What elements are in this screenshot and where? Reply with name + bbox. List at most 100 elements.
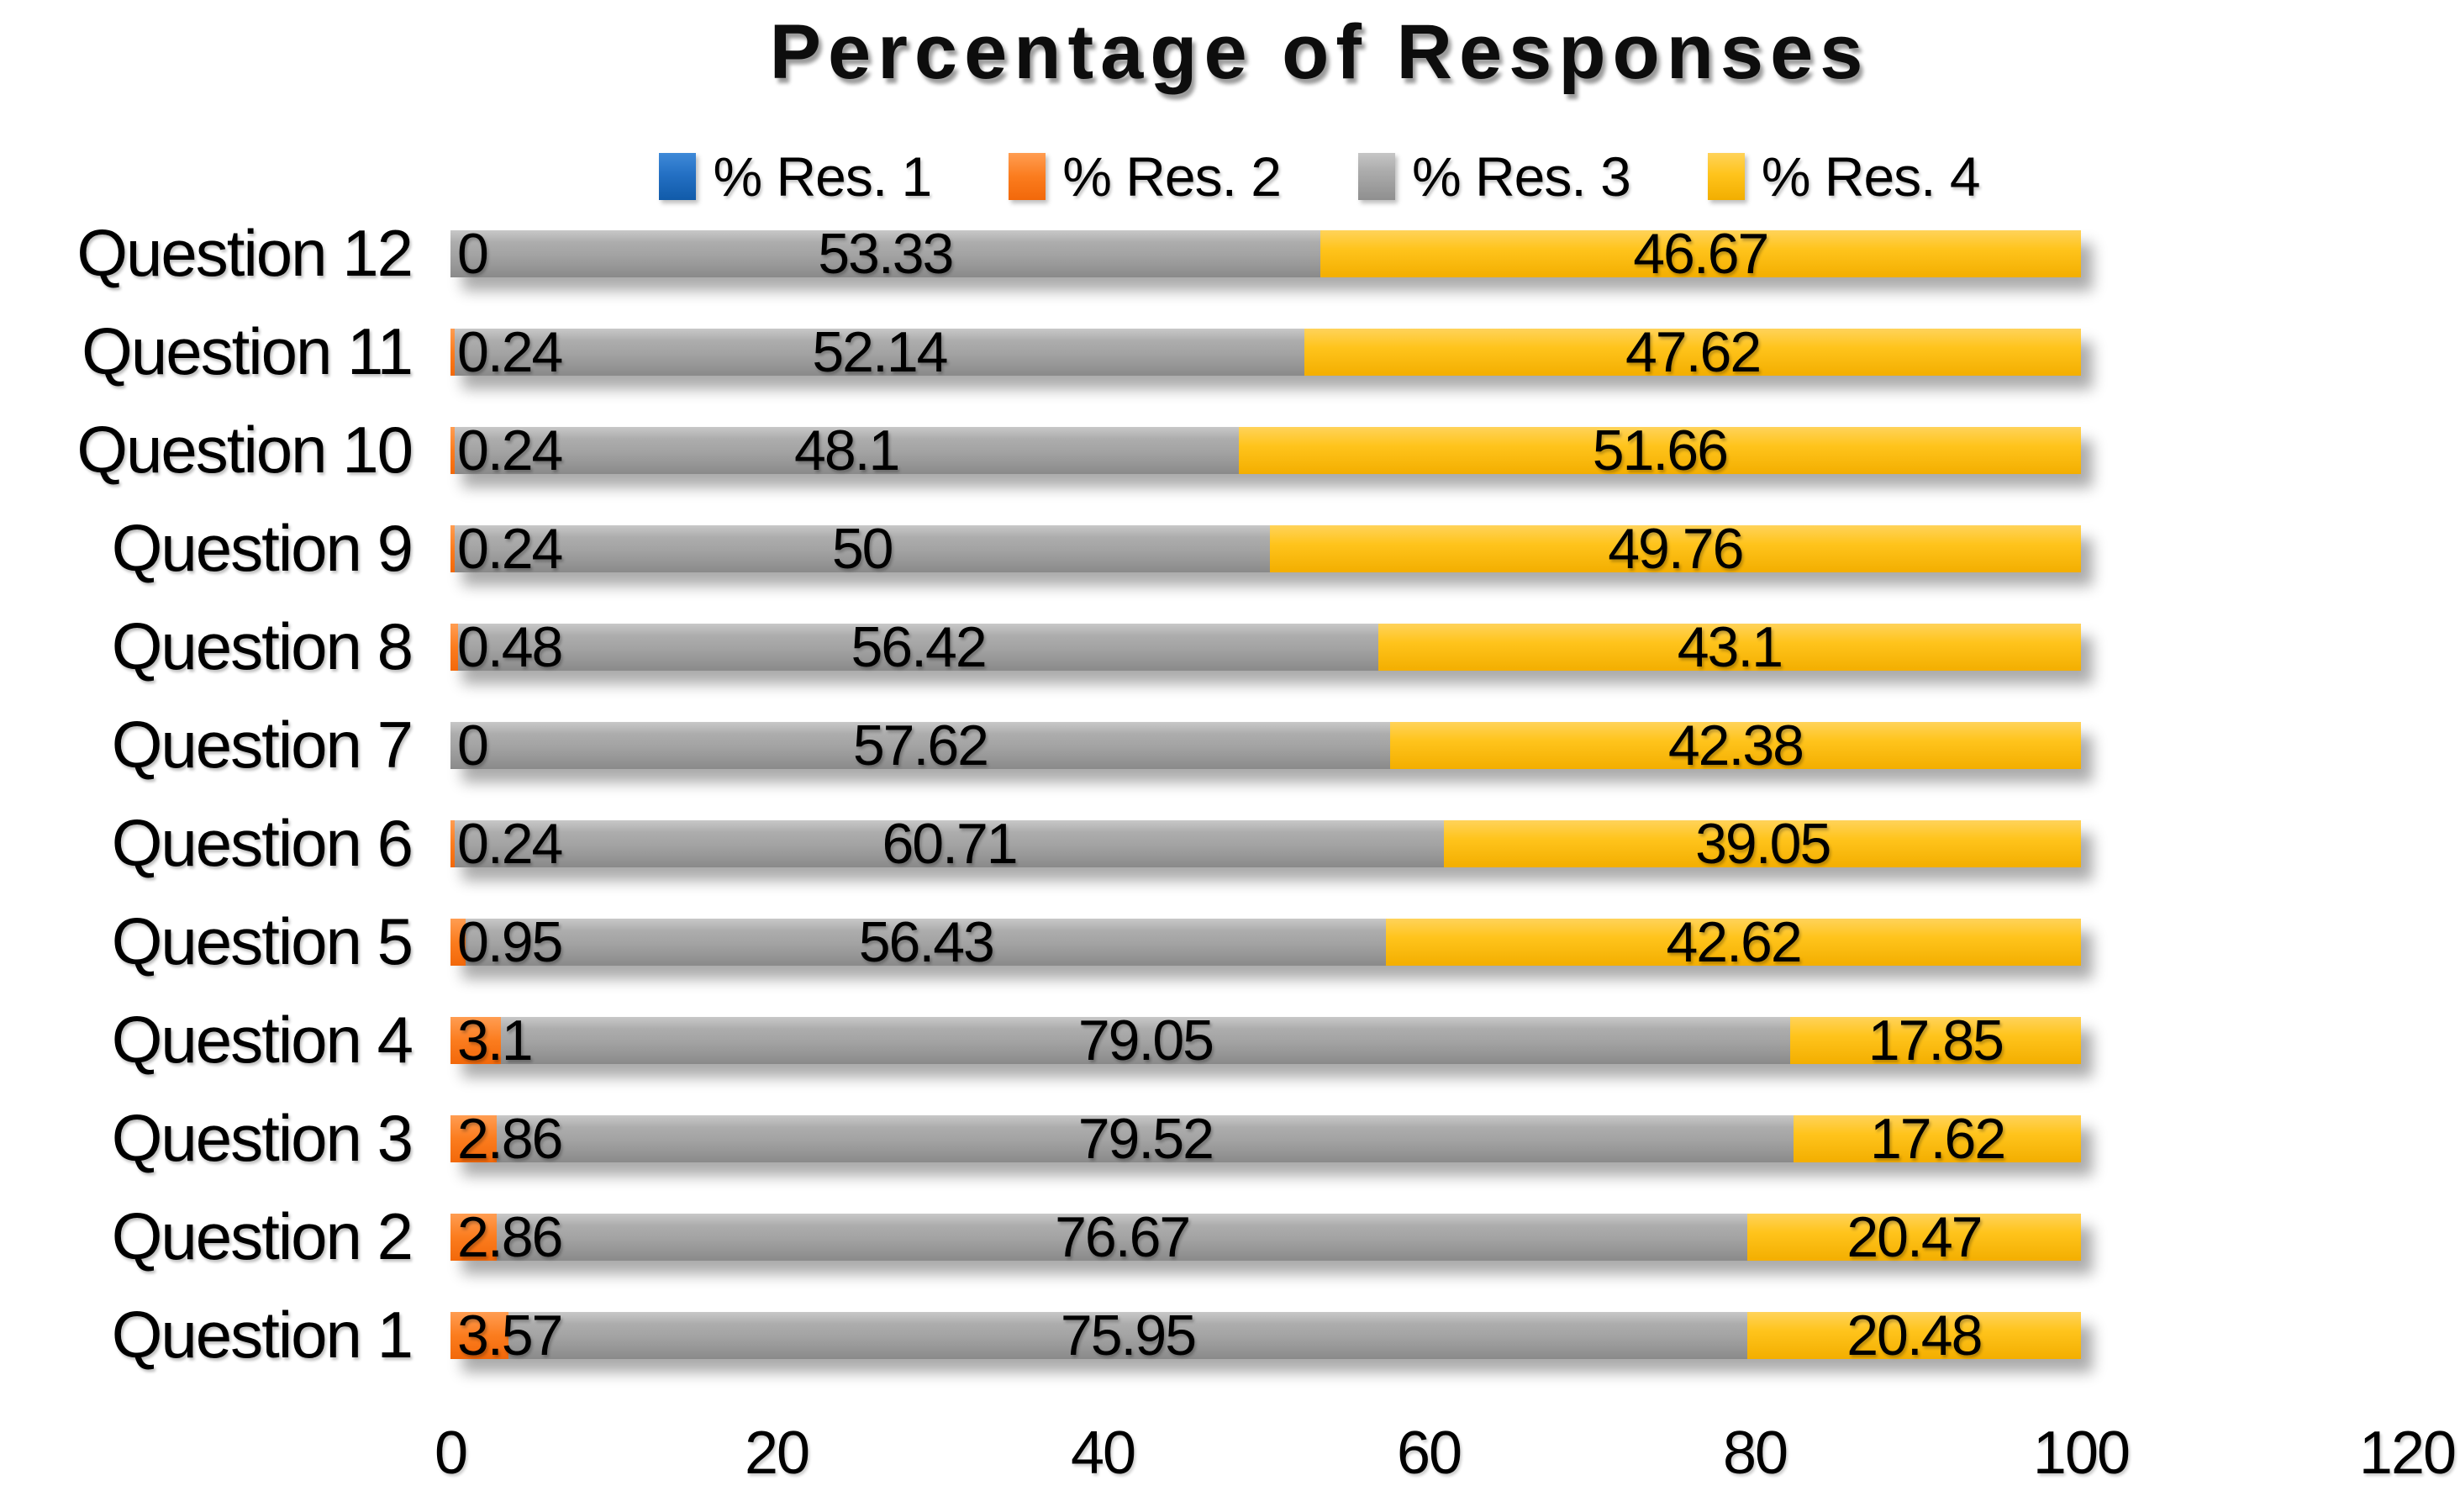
bar-segment-res3: 75.95 [508, 1307, 1747, 1364]
bar-segment-res4: 39.05 [1444, 815, 2081, 872]
stacked-bar: 56.42 43.1 0.48 [450, 619, 2081, 676]
bar-segment-res2 [450, 623, 459, 671]
plot-area: Question 12 53.33 46.67 0 Question 11 52.14 47… [0, 204, 2460, 1384]
legend-swatch-res4-icon [1707, 153, 1745, 200]
bar-segment-res3: 48.1 [454, 422, 1239, 479]
category-label: Question 11 [82, 314, 414, 388]
bar-segment-res3: 53.33 [450, 225, 1320, 282]
bar-segment-res3: 57.62 [450, 717, 1390, 774]
data-label-res3: 76.67 [1055, 1204, 1191, 1269]
bar-segment-res2 [450, 524, 455, 572]
data-label-res2: 0.24 [457, 418, 563, 482]
bar-segment-res4: 47.62 [1304, 324, 2081, 381]
chart-row: Question 11 52.14 47.62 0.24 [0, 303, 2460, 401]
category-label: Question 9 [111, 511, 414, 585]
chart-row: Question 2 76.67 20.47 2.86 [0, 1188, 2460, 1286]
x-axis-tick-label: 0 [434, 1420, 468, 1487]
legend: % Res. 1 % Res. 2 % Res. 3 % Res. 4 [202, 145, 2437, 208]
x-axis-tick-label: 80 [1722, 1420, 1788, 1487]
data-label-res2: 0.48 [457, 614, 563, 679]
bar-segment-res3: 79.05 [501, 1012, 1790, 1069]
chart-row: Question 6 60.71 39.05 0.24 [0, 794, 2460, 893]
stacked-bar: 60.71 39.05 0.24 [450, 815, 2081, 872]
bar-segment-res4: 51.66 [1238, 422, 2081, 479]
bar-segment-res4: 42.38 [1389, 717, 2081, 774]
bar-segment-res2 [450, 918, 466, 966]
x-axis-tick-label: 100 [2032, 1420, 2131, 1487]
bar-segment-res4: 20.47 [1746, 1209, 2081, 1266]
x-axis-tick-label: 120 [2358, 1420, 2457, 1487]
legend-swatch-res1-icon [659, 153, 697, 200]
chart-row: Question 1 75.95 20.48 3.57 [0, 1286, 2460, 1384]
bar-segment-res2 [450, 1213, 498, 1261]
data-label-res2: 0.24 [457, 516, 563, 581]
category-label: Question 6 [111, 806, 414, 880]
bar-segment-res2 [450, 1016, 502, 1064]
legend-label-res4: % Res. 4 [1761, 145, 1981, 208]
category-label: Question 3 [111, 1101, 414, 1175]
bar-segment-res4: 43.1 [1377, 619, 2081, 676]
data-label-res4: 20.47 [1846, 1204, 1983, 1269]
bar-segment-res3: 79.52 [497, 1110, 1794, 1167]
bar-segment-res4: 46.67 [1320, 225, 2081, 282]
chart-row: Question 8 56.42 43.1 0.48 [0, 598, 2460, 696]
data-label-res3: 79.05 [1077, 1008, 1214, 1072]
bar-segment-res3: 56.42 [458, 619, 1378, 676]
chart-row: Question 4 79.05 17.85 3.1 [0, 991, 2460, 1089]
chart-row: Question 12 53.33 46.67 0 [0, 204, 2460, 303]
data-label-res2: 2.86 [457, 1106, 563, 1171]
chart-row: Question 9 50 49.76 0.24 [0, 499, 2460, 598]
x-axis-tick-label: 20 [744, 1420, 810, 1487]
data-label-res2: 2.86 [457, 1204, 563, 1269]
category-label: Question 12 [76, 216, 414, 290]
bar-segment-res2 [450, 819, 455, 867]
data-label-res4: 20.48 [1846, 1303, 1983, 1367]
data-label-res3: 53.33 [818, 221, 954, 286]
category-label: Question 10 [76, 413, 414, 487]
category-label: Question 4 [111, 1003, 414, 1077]
data-label-res4: 51.66 [1592, 418, 1729, 482]
legend-label-res2: % Res. 2 [1062, 145, 1282, 208]
x-axis-tick-label: 60 [1396, 1420, 1462, 1487]
bar-segment-res3: 60.71 [454, 815, 1445, 872]
category-label: Question 7 [111, 708, 414, 782]
category-label: Question 8 [111, 609, 414, 683]
chart-row: Question 5 56.43 42.62 0.95 [0, 893, 2460, 991]
data-label-res2: 3.57 [457, 1303, 563, 1367]
data-label-res3: 50 [831, 516, 894, 581]
legend-item-res2: % Res. 2 [1009, 145, 1282, 208]
data-label-res2: 3.1 [457, 1008, 534, 1072]
data-label-res3: 56.42 [851, 614, 987, 679]
bar-segment-res4: 17.85 [1789, 1012, 2081, 1069]
data-label-res4: 46.67 [1633, 221, 1769, 286]
category-label: Question 1 [111, 1298, 414, 1372]
data-label-res2: 0 [457, 221, 489, 286]
legend-swatch-res3-icon [1358, 153, 1395, 200]
data-label-res3: 75.95 [1060, 1303, 1197, 1367]
stacked-bar: 76.67 20.47 2.86 [450, 1209, 2081, 1266]
data-label-res4: 49.76 [1608, 516, 1744, 581]
x-axis: 0 20 40 60 80 100 120 [0, 1419, 2460, 1503]
category-label: Question 5 [111, 904, 414, 978]
data-label-res3: 57.62 [852, 713, 989, 777]
stacked-bar: 52.14 47.62 0.24 [450, 324, 2081, 381]
bar-segment-res3: 76.67 [497, 1209, 1747, 1266]
legend-label-res1: % Res. 1 [713, 145, 932, 208]
bar-segment-res2 [450, 328, 455, 376]
stacked-bar: 50 49.76 0.24 [450, 520, 2081, 577]
data-label-res2: 0 [457, 713, 489, 777]
bar-segment-res2 [450, 1114, 498, 1162]
legend-item-res3: % Res. 3 [1358, 145, 1631, 208]
data-label-res4: 42.38 [1667, 713, 1804, 777]
chart-row: Question 7 57.62 42.38 0 [0, 696, 2460, 794]
chart-row: Question 10 48.1 51.66 0.24 [0, 401, 2460, 499]
category-label: Question 2 [111, 1199, 414, 1273]
data-label-res3: 52.14 [812, 319, 948, 384]
data-label-res4: 47.62 [1625, 319, 1762, 384]
data-label-res3: 48.1 [794, 418, 900, 482]
stacked-bar: 79.05 17.85 3.1 [450, 1012, 2081, 1069]
bar-segment-res4: 42.62 [1386, 914, 2081, 971]
data-label-res4: 17.85 [1867, 1008, 2004, 1072]
bar-segment-res4: 20.48 [1746, 1307, 2081, 1364]
